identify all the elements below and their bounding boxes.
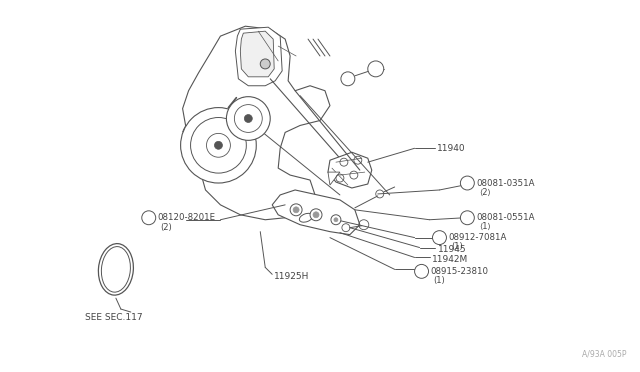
- Text: B: B: [146, 213, 152, 222]
- Circle shape: [368, 61, 384, 77]
- Text: ⟨1⟩: ⟨1⟩: [479, 222, 491, 231]
- Polygon shape: [236, 27, 282, 86]
- Circle shape: [460, 176, 474, 190]
- Polygon shape: [328, 172, 340, 185]
- Text: (2): (2): [161, 223, 172, 232]
- Polygon shape: [272, 190, 360, 235]
- Circle shape: [433, 231, 447, 244]
- Circle shape: [341, 72, 355, 86]
- Text: ⟨2⟩: ⟨2⟩: [479, 187, 491, 196]
- Polygon shape: [182, 26, 330, 220]
- Ellipse shape: [300, 213, 313, 222]
- Circle shape: [290, 204, 302, 216]
- Circle shape: [260, 59, 270, 69]
- Circle shape: [460, 211, 474, 225]
- Text: W: W: [418, 268, 426, 275]
- Circle shape: [180, 108, 256, 183]
- Text: 08081-0551A: 08081-0551A: [476, 213, 535, 222]
- Text: 11925H: 11925H: [274, 272, 310, 281]
- Text: 08912-7081A: 08912-7081A: [449, 233, 507, 242]
- Text: 11942M: 11942M: [431, 255, 468, 264]
- Circle shape: [293, 207, 299, 213]
- Ellipse shape: [101, 247, 131, 292]
- Text: (1): (1): [433, 276, 445, 285]
- Text: 08915-23810: 08915-23810: [431, 267, 488, 276]
- Circle shape: [331, 215, 341, 225]
- Circle shape: [214, 141, 223, 149]
- Circle shape: [234, 105, 262, 132]
- Circle shape: [244, 115, 252, 122]
- Text: 11945: 11945: [438, 245, 466, 254]
- Circle shape: [191, 118, 246, 173]
- Circle shape: [142, 211, 156, 225]
- Circle shape: [310, 209, 322, 221]
- Polygon shape: [328, 152, 372, 188]
- Text: 08081-0351A: 08081-0351A: [476, 179, 535, 187]
- Text: B: B: [465, 213, 470, 222]
- Circle shape: [207, 134, 230, 157]
- Circle shape: [313, 212, 319, 218]
- Text: SEE SEC.117: SEE SEC.117: [85, 312, 143, 321]
- Text: A/93A 005P: A/93A 005P: [582, 350, 627, 359]
- Circle shape: [415, 264, 429, 278]
- Text: 08120-8201E: 08120-8201E: [157, 213, 216, 222]
- Text: 11940: 11940: [436, 144, 465, 153]
- Polygon shape: [241, 31, 274, 77]
- Ellipse shape: [99, 244, 133, 295]
- Circle shape: [334, 218, 338, 222]
- Text: (1): (1): [451, 242, 463, 251]
- Text: B: B: [465, 179, 470, 187]
- Text: N: N: [436, 233, 443, 242]
- Circle shape: [227, 97, 270, 140]
